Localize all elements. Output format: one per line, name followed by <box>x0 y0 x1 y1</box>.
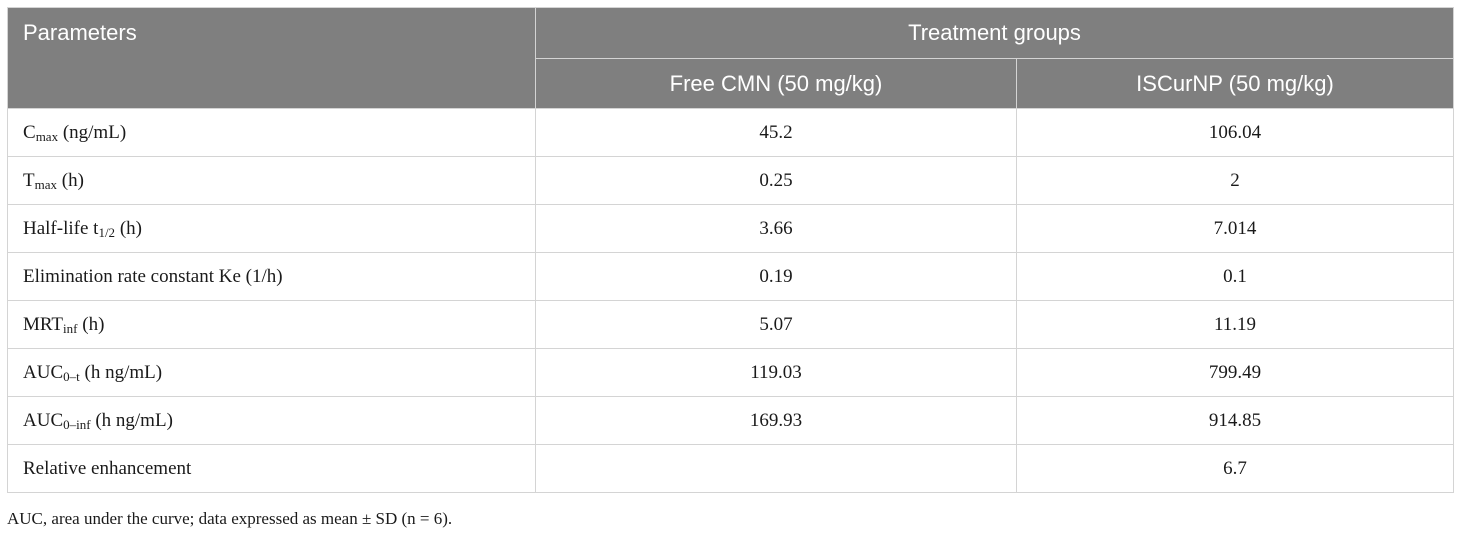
free-cmn-value: 3.66 <box>535 204 1017 253</box>
table-header: Parameters Treatment groups Free CMN (50… <box>7 7 1455 109</box>
header-iscurnp: ISCurNP (50 mg/kg) <box>1015 58 1455 109</box>
free-cmn-value: 169.93 <box>535 396 1017 445</box>
table-row: Half-life t1/2 (h) 3.66 7.014 <box>7 204 1455 253</box>
free-cmn-value: 5.07 <box>535 300 1017 349</box>
iscurnp-value: 6.7 <box>1015 444 1455 493</box>
param-name: Cmax (ng/mL) <box>7 108 536 157</box>
header-parameters: Parameters <box>7 7 536 109</box>
free-cmn-value: 119.03 <box>535 348 1017 397</box>
table-row: AUC0–t (h ng/mL) 119.03 799.49 <box>7 348 1455 397</box>
table-row: Elimination rate constant Ke (1/h) 0.19 … <box>7 252 1455 301</box>
iscurnp-value: 2 <box>1015 156 1455 205</box>
table-row: MRTinf (h) 5.07 11.19 <box>7 300 1455 349</box>
table-row: Cmax (ng/mL) 45.2 106.04 <box>7 108 1455 157</box>
free-cmn-value <box>535 444 1017 493</box>
param-name: Tmax (h) <box>7 156 536 205</box>
table-footnote: AUC, area under the curve; data expresse… <box>7 509 453 528</box>
iscurnp-value: 799.49 <box>1015 348 1455 397</box>
param-name: Elimination rate constant Ke (1/h) <box>7 252 536 301</box>
table-row: Relative enhancement 6.7 <box>7 444 1455 493</box>
free-cmn-value: 0.19 <box>535 252 1017 301</box>
header-free-cmn: Free CMN (50 mg/kg) <box>535 58 1017 109</box>
param-name: Relative enhancement <box>7 444 536 493</box>
iscurnp-value: 0.1 <box>1015 252 1455 301</box>
table-row: Tmax (h) 0.25 2 <box>7 156 1455 205</box>
iscurnp-value: 106.04 <box>1015 108 1455 157</box>
iscurnp-value: 11.19 <box>1015 300 1455 349</box>
param-name: MRTinf (h) <box>7 300 536 349</box>
free-cmn-value: 45.2 <box>535 108 1017 157</box>
free-cmn-value: 0.25 <box>535 156 1017 205</box>
iscurnp-value: 914.85 <box>1015 396 1455 445</box>
table-row: AUC0–inf (h ng/mL) 169.93 914.85 <box>7 396 1455 445</box>
param-name: Half-life t1/2 (h) <box>7 204 536 253</box>
pk-parameters-table: Parameters Treatment groups Free CMN (50… <box>7 7 1455 493</box>
param-name: AUC0–inf (h ng/mL) <box>7 396 536 445</box>
iscurnp-value: 7.014 <box>1015 204 1455 253</box>
header-treatment-groups: Treatment groups <box>534 7 1455 59</box>
param-name: AUC0–t (h ng/mL) <box>7 348 536 397</box>
